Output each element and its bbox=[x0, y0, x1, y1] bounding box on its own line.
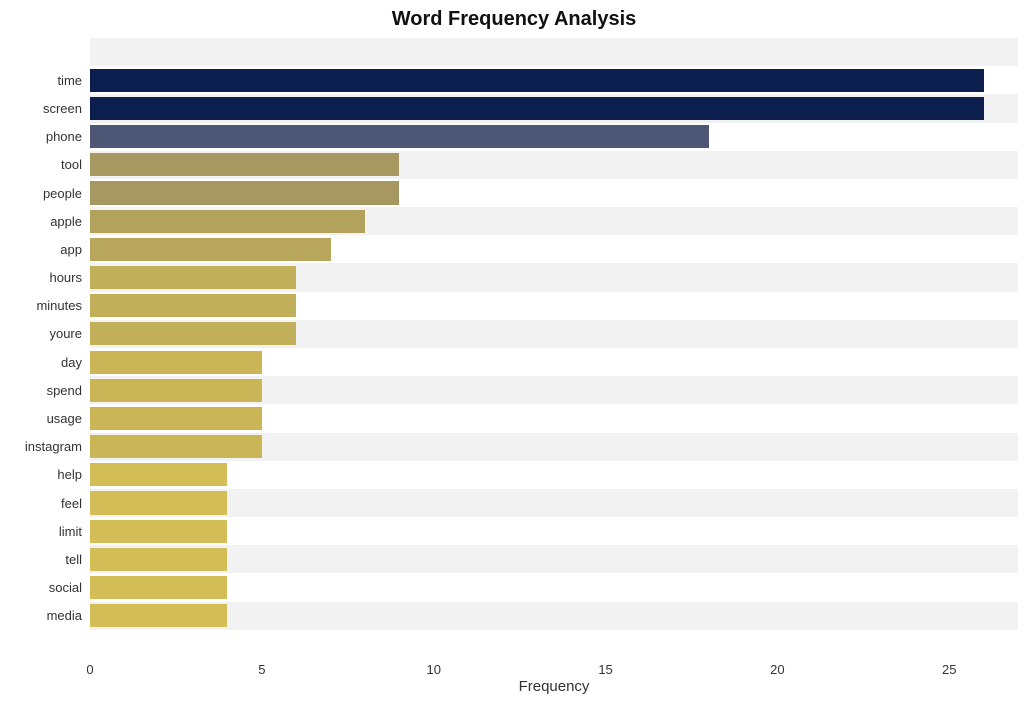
y-band bbox=[90, 489, 1018, 517]
bar bbox=[90, 322, 296, 345]
y-tick-label: media bbox=[0, 608, 82, 623]
y-tick-label: time bbox=[0, 73, 82, 88]
y-tick-label: apple bbox=[0, 214, 82, 229]
bar bbox=[90, 576, 227, 599]
y-tick-label: youre bbox=[0, 326, 82, 341]
y-band bbox=[90, 602, 1018, 630]
bar bbox=[90, 548, 227, 571]
y-tick-label: hours bbox=[0, 270, 82, 285]
chart-title: Word Frequency Analysis bbox=[0, 8, 1028, 31]
bar bbox=[90, 491, 227, 514]
y-tick-label: tool bbox=[0, 157, 82, 172]
y-band bbox=[90, 545, 1018, 573]
bar bbox=[90, 604, 227, 627]
bar bbox=[90, 294, 296, 317]
y-tick-label: help bbox=[0, 467, 82, 482]
bar bbox=[90, 97, 984, 120]
x-tick-label: 20 bbox=[770, 662, 784, 677]
y-band bbox=[90, 573, 1018, 601]
x-axis-label: Frequency bbox=[90, 678, 1018, 695]
bar bbox=[90, 407, 262, 430]
bar bbox=[90, 520, 227, 543]
bar bbox=[90, 238, 331, 261]
y-tick-label: tell bbox=[0, 552, 82, 567]
bar bbox=[90, 463, 227, 486]
bar bbox=[90, 266, 296, 289]
bar bbox=[90, 153, 399, 176]
y-tick-label: day bbox=[0, 355, 82, 370]
y-band bbox=[90, 461, 1018, 489]
bar bbox=[90, 125, 709, 148]
bar bbox=[90, 181, 399, 204]
y-tick-label: instagram bbox=[0, 439, 82, 454]
y-tick-label: social bbox=[0, 580, 82, 595]
plot-area bbox=[90, 38, 1018, 658]
x-tick-label: 15 bbox=[598, 662, 612, 677]
y-tick-label: screen bbox=[0, 101, 82, 116]
x-tick-label: 10 bbox=[426, 662, 440, 677]
x-tick-label: 25 bbox=[942, 662, 956, 677]
y-tick-label: feel bbox=[0, 496, 82, 511]
x-tick-label: 0 bbox=[86, 662, 93, 677]
y-tick-label: minutes bbox=[0, 298, 82, 313]
word-frequency-chart: Word Frequency Analysis time screen phone t… bbox=[0, 0, 1028, 701]
bar bbox=[90, 379, 262, 402]
y-tick-label: phone bbox=[0, 129, 82, 144]
bar bbox=[90, 351, 262, 374]
y-band bbox=[90, 38, 1018, 66]
bar bbox=[90, 435, 262, 458]
y-tick-label: app bbox=[0, 242, 82, 257]
y-band bbox=[90, 630, 1018, 658]
y-tick-label: people bbox=[0, 186, 82, 201]
y-tick-label: limit bbox=[0, 524, 82, 539]
y-tick-label: spend bbox=[0, 383, 82, 398]
bar bbox=[90, 69, 984, 92]
x-tick-label: 5 bbox=[258, 662, 265, 677]
y-tick-label: usage bbox=[0, 411, 82, 426]
bar bbox=[90, 210, 365, 233]
y-band bbox=[90, 517, 1018, 545]
